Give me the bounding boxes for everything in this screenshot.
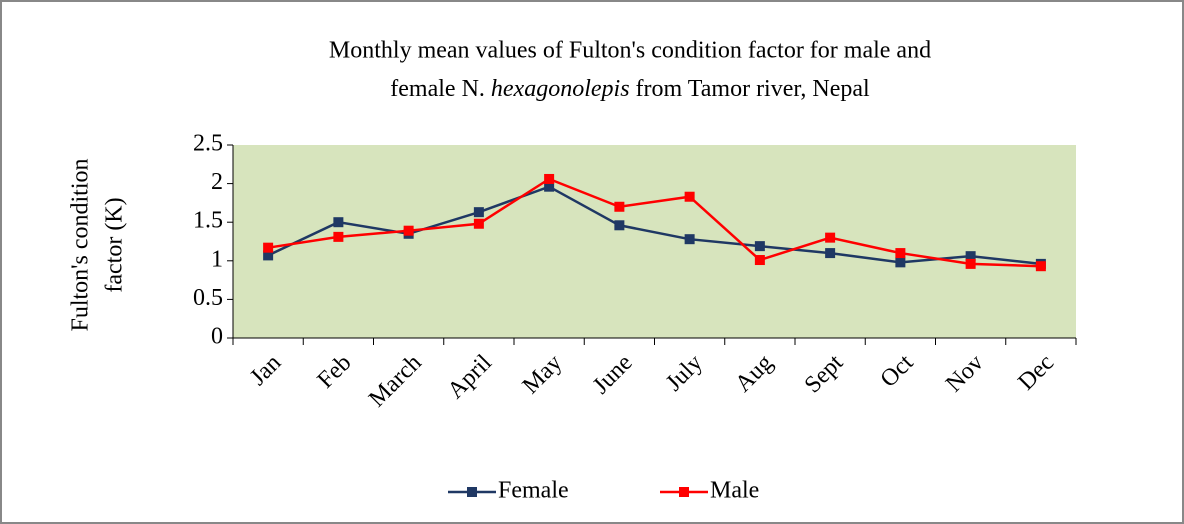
y-axis-label: factor (K) (102, 197, 128, 292)
point (825, 248, 836, 259)
y-axis-label: Fulton's condition (68, 158, 94, 331)
point (614, 220, 625, 231)
y-tick-label: 1 (211, 246, 223, 272)
point (895, 248, 906, 259)
point (263, 250, 274, 261)
point (895, 257, 906, 268)
point (544, 181, 555, 192)
point (263, 242, 274, 253)
legend-label: Male (710, 478, 759, 504)
point (825, 232, 836, 243)
y-tick-label: 2.5 (193, 131, 223, 157)
y-tick-label: 0.5 (193, 285, 223, 311)
point (473, 207, 484, 218)
point (614, 201, 625, 212)
point (333, 231, 344, 242)
point (965, 251, 976, 262)
legend-marker (679, 487, 689, 497)
point (684, 191, 695, 202)
point (403, 225, 414, 236)
series-line (267, 177, 1041, 268)
legend-label: Female (498, 478, 569, 504)
chart-title: Monthly mean values of Fulton's conditio… (329, 38, 931, 64)
point (544, 173, 555, 184)
legend-marker (467, 487, 477, 497)
point (684, 234, 695, 245)
title-part: hexagonolepis (491, 76, 630, 102)
point (333, 217, 344, 228)
point (754, 255, 765, 266)
y-tick-label: 2 (211, 169, 223, 195)
y-tick-label: 0 (211, 324, 223, 350)
point (1035, 261, 1046, 272)
title-part: from Tamor river, Nepal (636, 76, 870, 102)
point (754, 241, 765, 252)
title-part: female N. (390, 76, 485, 102)
point (473, 218, 484, 229)
chart-title: female N. hexagonolepis from Tamor river… (390, 76, 870, 102)
point (965, 258, 976, 269)
y-tick-label: 1.5 (193, 208, 223, 234)
plot-area (233, 145, 1076, 338)
